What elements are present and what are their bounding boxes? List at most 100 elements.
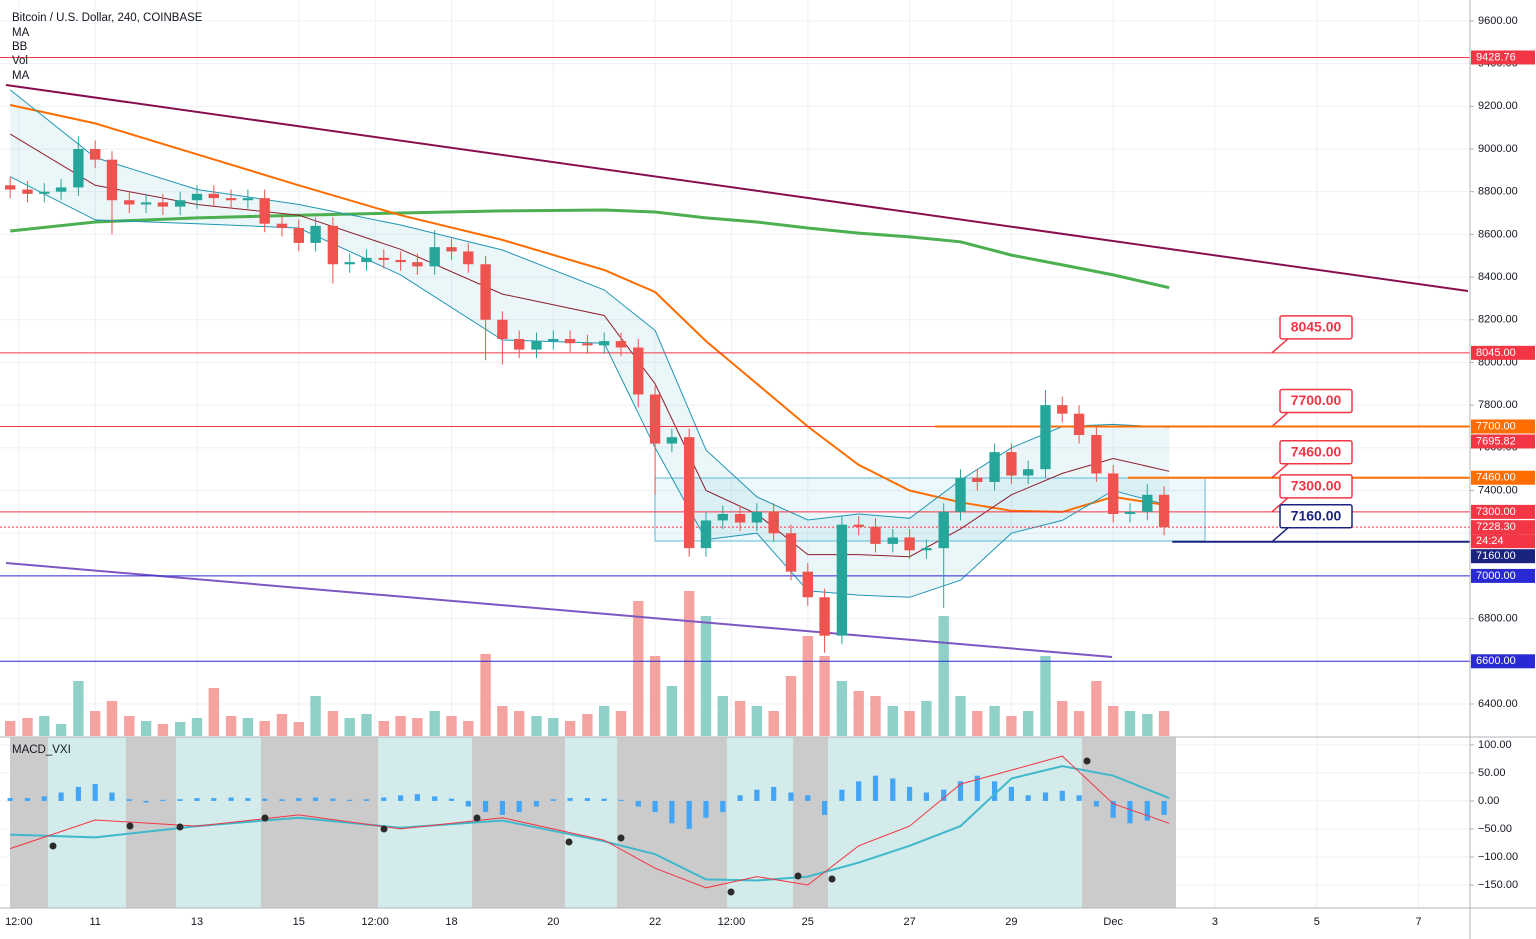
volume-bar [429, 711, 440, 736]
macd-histogram-bar [92, 784, 98, 801]
callout-box [1279, 388, 1353, 414]
candle-body [22, 189, 33, 194]
macd-histogram-bar [1127, 800, 1133, 824]
y-tick-label: 7800.00 [1478, 399, 1518, 411]
volume-bar [480, 654, 491, 736]
callout-label: 7300.00 [1291, 478, 1342, 494]
bollinger-fill [10, 89, 1170, 598]
candle-body [582, 343, 593, 346]
candle-body [259, 198, 270, 224]
price-axis-bg [1470, 0, 1536, 939]
macd-title: MACD_VXI [12, 744, 71, 756]
macd-histogram-bar [245, 798, 251, 801]
candle-body [649, 394, 661, 444]
y-tick-label: −150.00 [1478, 879, 1518, 891]
volume-bar [1091, 681, 1102, 736]
callout-box [1279, 439, 1353, 465]
y-tick-label: 7400.00 [1478, 484, 1518, 496]
levels: 8045.00 7700.00 7460.00 7300.00 7160.00 [0, 56, 1470, 662]
volume-bar [785, 676, 797, 736]
macd-histogram-bar [923, 792, 929, 801]
macd-histogram-bar [414, 794, 420, 801]
candle-body [921, 548, 932, 551]
candle-body [955, 477, 966, 512]
price-tag [1471, 654, 1535, 669]
volume-bar [853, 691, 864, 736]
indicator-label: BB [12, 41, 28, 53]
macd-histogram-bar [737, 795, 743, 801]
volume-bar [513, 711, 525, 736]
macd-histogram-bar [363, 799, 370, 801]
volume-bar [344, 718, 355, 736]
volume-bar [1107, 706, 1119, 736]
candle-body [73, 148, 84, 188]
macd-histogram-bar [652, 800, 658, 813]
macd-histogram-bar [312, 797, 319, 801]
macd-histogram-bar [381, 797, 387, 801]
candle-body [4, 185, 16, 190]
candle-body [972, 477, 983, 482]
macd-histogram-bar [754, 789, 760, 801]
macd-bearish-zone [793, 737, 828, 908]
candle-body [463, 251, 474, 265]
cross-dot [617, 834, 625, 842]
price-tag [1471, 520, 1535, 535]
price-tag [1471, 434, 1535, 449]
price-tag [1471, 549, 1535, 564]
macd-histogram-bar [7, 798, 13, 801]
y-tick-label: 9000.00 [1478, 143, 1518, 155]
callout-pointer [1271, 338, 1289, 354]
candle-body [124, 200, 135, 205]
cross-dot [828, 875, 836, 883]
indicator-label: MA [12, 27, 30, 39]
macd-cross-dots [49, 757, 1091, 896]
candle-body [683, 437, 695, 549]
candle-body [327, 225, 339, 265]
macd-histogram-bar [1144, 800, 1150, 821]
indicator-label: Vol [12, 55, 28, 67]
x-tick-label: 11 [89, 916, 100, 928]
candle-body [768, 511, 779, 534]
candle-body [548, 338, 559, 342]
volume-bar [836, 681, 848, 736]
candles [4, 136, 1170, 653]
x-tick-label: 20 [547, 916, 559, 928]
candle-body [191, 193, 203, 201]
volume-bar [1073, 711, 1085, 736]
volume-bar [649, 656, 661, 736]
price-tag [1471, 568, 1535, 583]
volume-bar [361, 714, 372, 736]
macd-histogram-bar [974, 775, 980, 801]
volume-bar [870, 696, 881, 736]
callout-box [1279, 315, 1353, 340]
bollinger-band-fill [10, 89, 1170, 598]
volume-bar [700, 616, 712, 736]
macd-histogram-bar [347, 799, 353, 801]
volume-bar [1124, 711, 1136, 736]
candle-body [1040, 405, 1051, 470]
macd-histogram-bar [228, 797, 234, 801]
price-tag-label: 7160.00 [1476, 550, 1516, 562]
macd-bullish-zone [10, 737, 1176, 908]
price-tag-label: 7228.30 [1476, 521, 1516, 533]
volume-bar [4, 721, 16, 736]
symbol-title: Bitcoin / U.S. Dollar, 240, COINBASE [12, 12, 203, 24]
macd-histogram-bar [330, 798, 336, 801]
volume-bar [598, 706, 610, 736]
macd-line [10, 765, 1170, 882]
macd-histogram-bar [194, 798, 200, 801]
range-box [654, 477, 1206, 542]
volume-bar [666, 686, 678, 736]
macd-histogram-bar [516, 800, 522, 813]
candle-body [615, 341, 627, 348]
volume-bar [717, 696, 728, 736]
candle-body [989, 452, 1000, 482]
macd-histogram-bar [279, 799, 285, 801]
candle-body [1073, 413, 1085, 436]
time-axis-bg [0, 908, 1536, 939]
volume-bar [582, 714, 593, 736]
price-tag [1471, 470, 1535, 485]
candle-body [802, 571, 813, 598]
volume-bar [242, 718, 254, 736]
volume-bar [1158, 711, 1170, 736]
